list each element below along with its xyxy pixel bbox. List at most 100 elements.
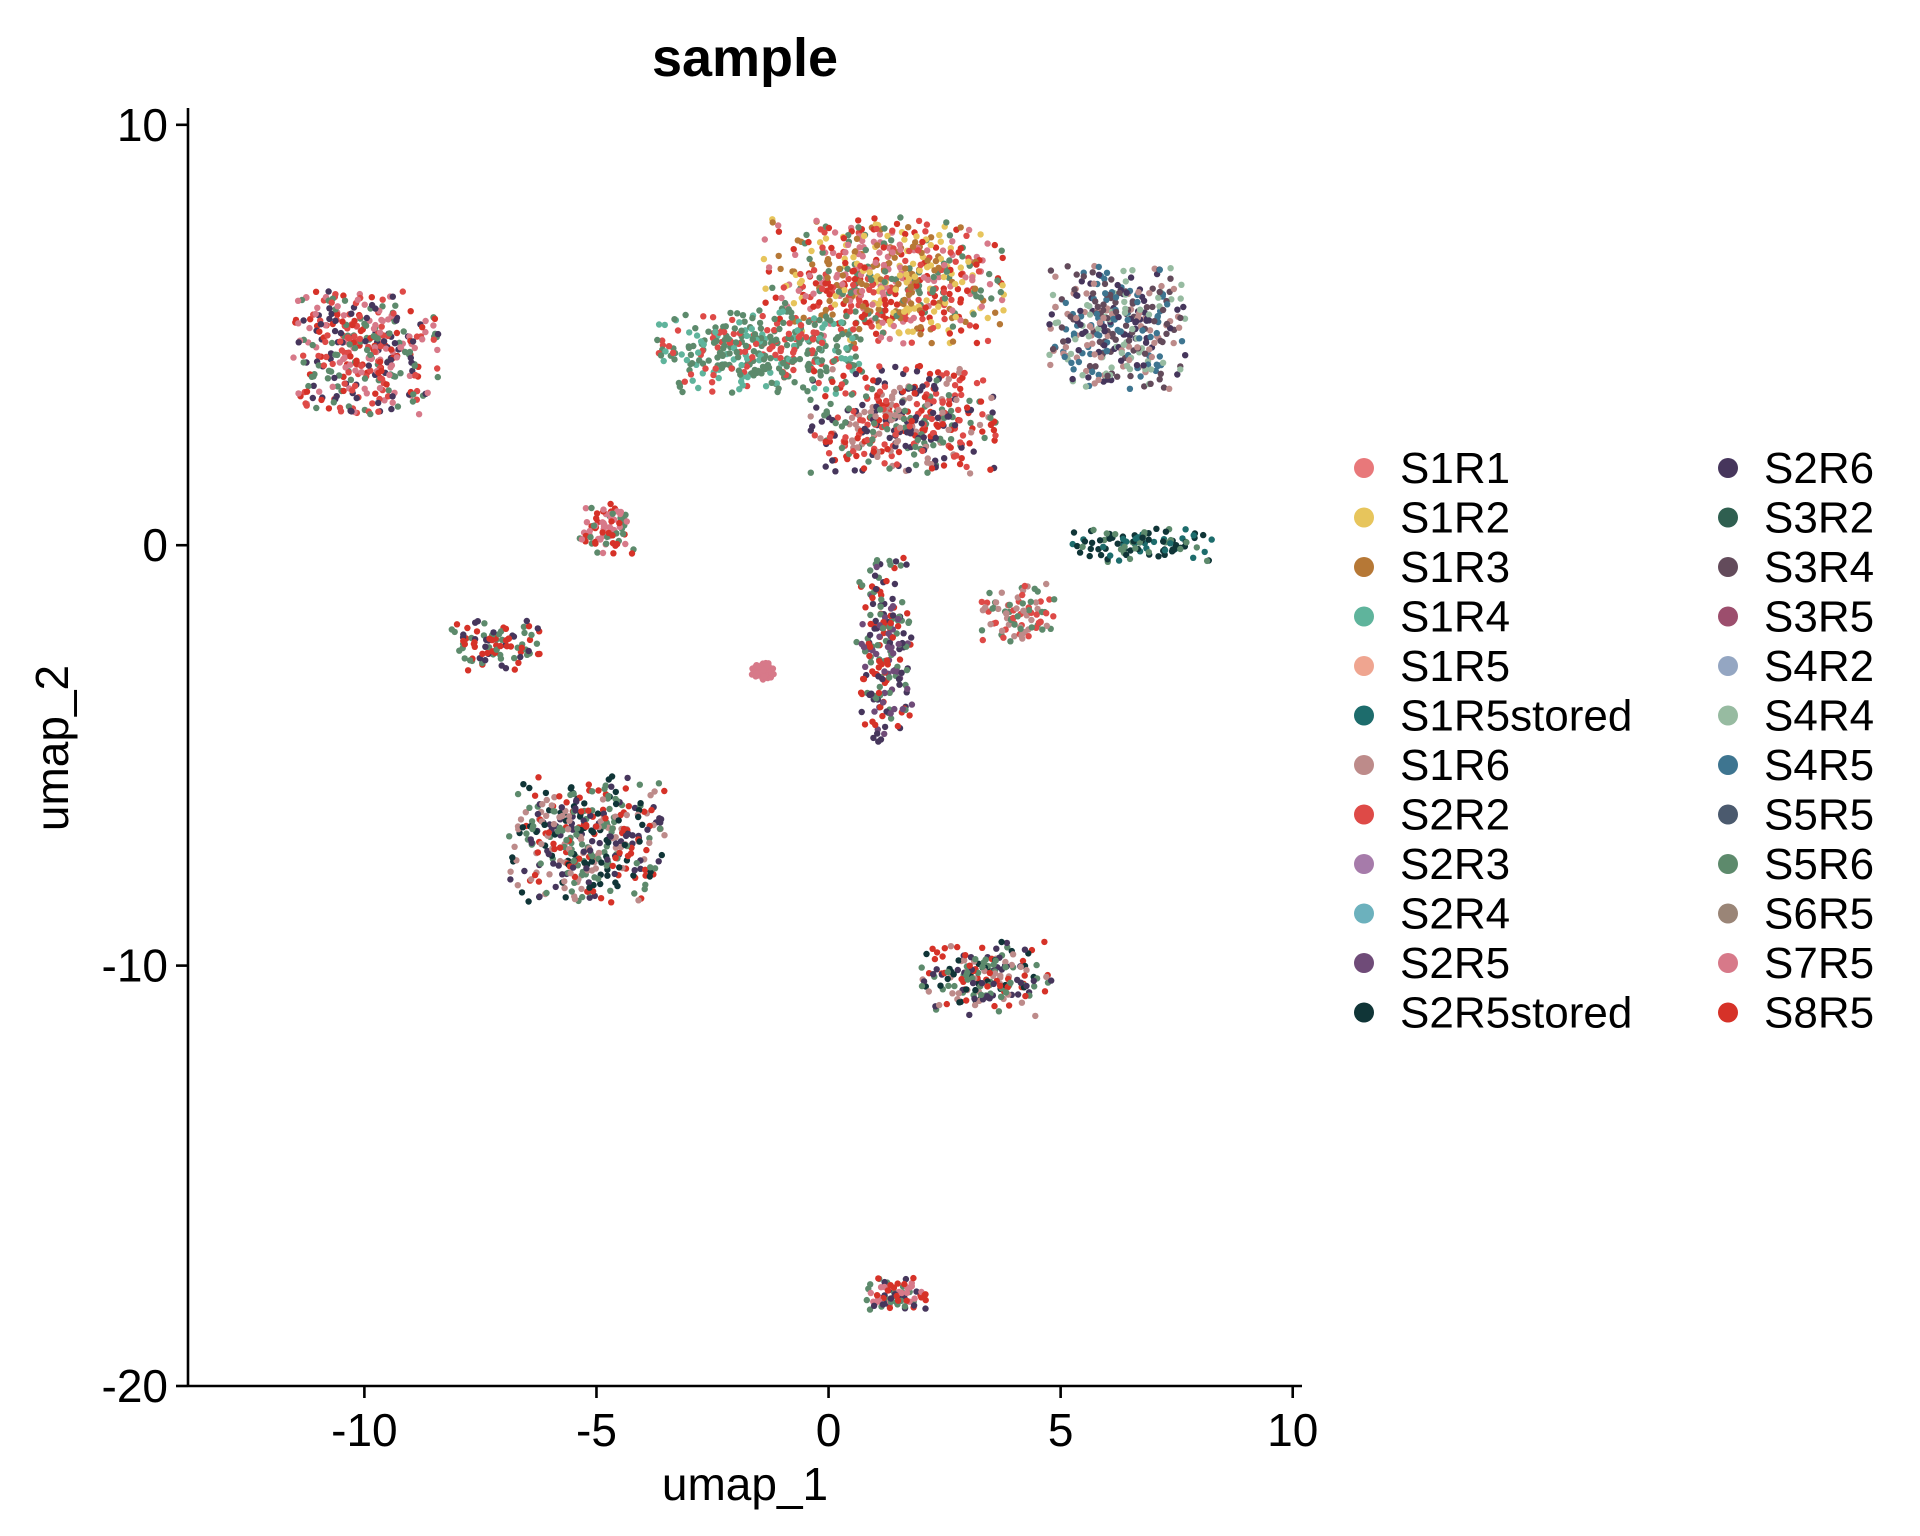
data-point: [870, 448, 877, 455]
data-point: [687, 351, 695, 358]
data-point: [857, 689, 865, 696]
data-point: [786, 320, 793, 327]
data-point: [883, 397, 890, 405]
data-point: [543, 812, 550, 819]
data-point: [772, 294, 779, 301]
data-point: [506, 833, 513, 840]
data-point: [482, 657, 489, 664]
data-point: [1139, 534, 1146, 541]
data-point: [1007, 638, 1014, 645]
data-point: [773, 380, 781, 387]
data-point: [770, 670, 777, 678]
data-point: [363, 314, 370, 322]
data-point: [867, 409, 875, 416]
data-point: [502, 637, 510, 644]
data-point: [1075, 347, 1082, 354]
point-cluster: [506, 773, 668, 906]
data-point: [930, 398, 937, 405]
data-point: [635, 897, 642, 904]
data-point: [929, 324, 937, 332]
data-point: [375, 408, 382, 415]
data-point: [339, 318, 346, 325]
data-point: [729, 316, 736, 324]
data-point: [295, 390, 302, 397]
data-point: [876, 633, 883, 640]
data-point: [897, 246, 904, 254]
data-point: [597, 818, 604, 825]
data-point: [1028, 616, 1035, 624]
data-point: [956, 999, 963, 1006]
data-point: [379, 317, 386, 325]
data-point: [721, 342, 728, 349]
data-point: [1112, 336, 1119, 343]
data-point: [906, 394, 913, 402]
data-point: [932, 390, 940, 397]
data-point: [682, 311, 689, 319]
data-point: [578, 885, 585, 893]
legend-label-s5r5: S5R5: [1764, 791, 1874, 840]
data-point: [876, 249, 883, 256]
data-point: [1137, 373, 1144, 380]
data-point: [853, 638, 860, 646]
data-point: [804, 388, 811, 395]
data-point: [867, 659, 875, 666]
data-point: [1112, 299, 1119, 306]
data-point: [1174, 306, 1181, 313]
data-point: [1150, 538, 1158, 546]
data-point: [1017, 963, 1024, 971]
data-point: [879, 625, 887, 632]
data-point: [655, 858, 662, 865]
data-point: [871, 708, 878, 715]
point-cluster: [576, 500, 637, 557]
legend-label-s7r5: S7R5: [1764, 939, 1874, 988]
data-point: [908, 701, 916, 708]
data-point: [340, 312, 348, 319]
data-point: [939, 421, 946, 428]
data-point: [1104, 332, 1111, 340]
data-point: [383, 381, 390, 388]
data-point: [851, 467, 858, 474]
data-point: [556, 814, 563, 821]
data-point: [1126, 385, 1134, 392]
data-point: [978, 303, 985, 310]
data-point: [889, 595, 896, 603]
data-point: [1079, 330, 1086, 337]
data-point: [930, 299, 937, 306]
data-point: [537, 860, 544, 867]
data-point: [838, 423, 846, 430]
data-point: [1089, 269, 1096, 276]
data-point: [823, 367, 830, 375]
data-point: [886, 434, 893, 442]
data-point: [842, 259, 849, 267]
data-point: [900, 415, 908, 423]
data-point: [315, 352, 322, 360]
data-point: [733, 348, 740, 356]
data-point: [780, 319, 787, 326]
data-point: [933, 377, 940, 384]
data-point: [978, 598, 985, 606]
data-point: [988, 394, 995, 402]
data-point: [965, 226, 973, 234]
data-point: [832, 419, 839, 427]
data-point: [434, 365, 441, 372]
legend-label-s3r2: S3R2: [1764, 494, 1874, 543]
data-point: [376, 384, 384, 392]
data-point: [631, 867, 638, 874]
data-point: [671, 316, 678, 323]
data-point: [999, 254, 1006, 262]
data-point: [619, 530, 627, 537]
data-point: [897, 214, 904, 221]
data-point: [461, 641, 468, 648]
data-point: [1100, 301, 1107, 308]
data-point: [945, 376, 952, 383]
legend-label-s4r5: S4R5: [1764, 741, 1874, 790]
data-point: [906, 1284, 913, 1291]
data-point: [902, 230, 909, 238]
data-point: [550, 840, 557, 847]
point-cluster: [1046, 262, 1189, 392]
data-point: [731, 325, 738, 332]
data-point: [949, 990, 956, 997]
data-point: [871, 625, 878, 632]
data-point: [818, 418, 825, 425]
data-point: [775, 228, 783, 235]
